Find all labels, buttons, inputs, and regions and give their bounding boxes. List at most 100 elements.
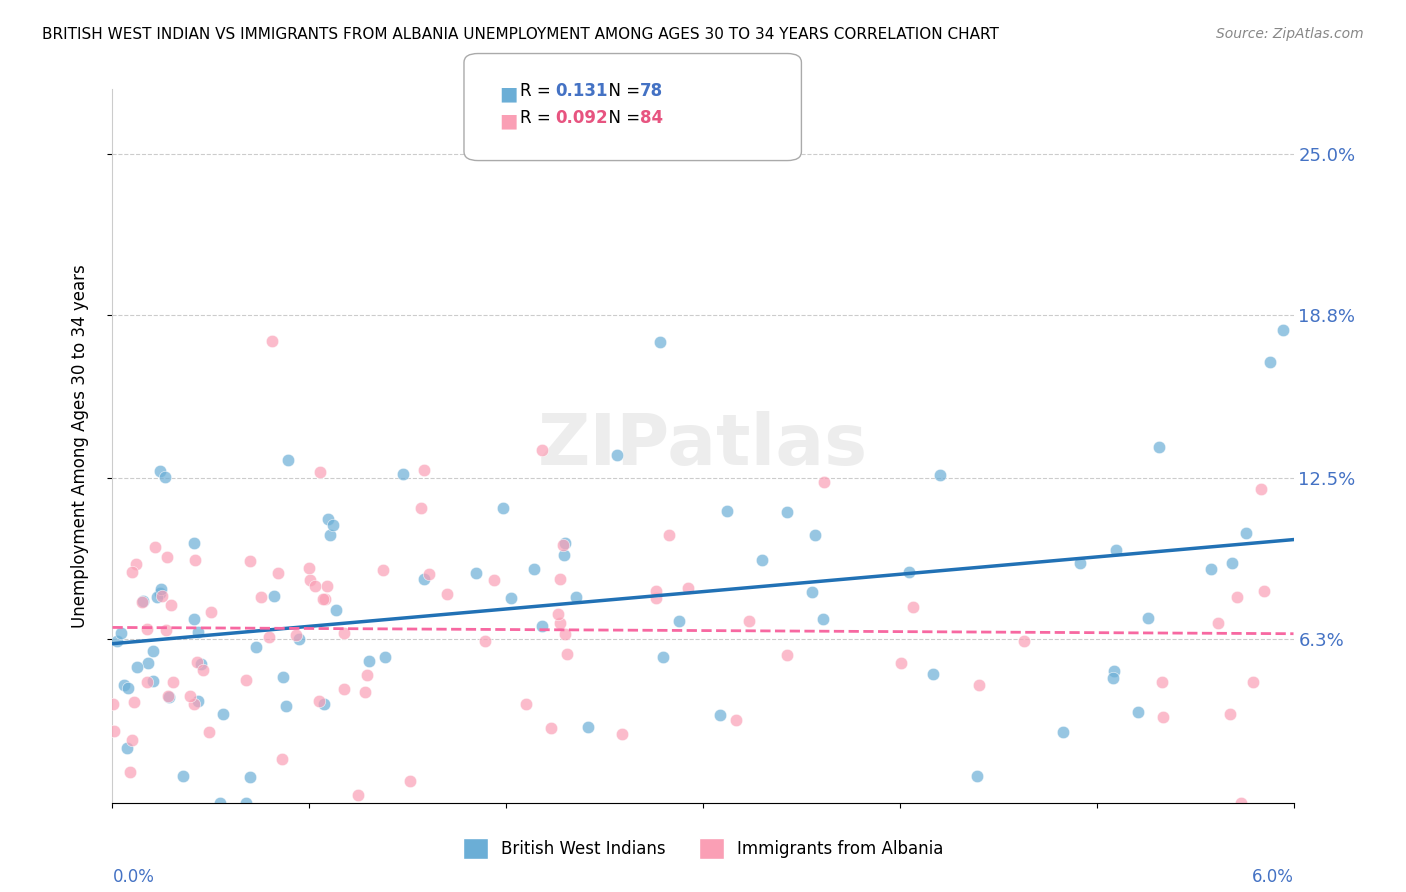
Point <box>153 470 176 484</box>
Point <box>551 537 574 551</box>
Point <box>121 565 143 579</box>
Point <box>298 561 321 575</box>
Point <box>333 681 356 696</box>
Point <box>152 589 174 603</box>
Point <box>304 579 326 593</box>
Point <box>136 656 159 670</box>
Point <box>482 574 505 588</box>
Point <box>260 334 283 348</box>
Point <box>187 694 209 708</box>
Point <box>1199 562 1222 576</box>
Point <box>1220 556 1243 570</box>
Text: 0.131: 0.131 <box>555 82 607 100</box>
Point <box>267 566 290 581</box>
Point <box>554 627 576 641</box>
Point <box>103 723 125 738</box>
Point <box>644 591 666 605</box>
Point <box>1102 672 1125 686</box>
Point <box>235 673 257 687</box>
Point <box>716 504 738 518</box>
Text: R =: R = <box>520 82 557 100</box>
Point <box>1206 615 1229 630</box>
Point <box>499 591 522 605</box>
Point <box>412 572 434 586</box>
Point <box>436 587 458 601</box>
Point <box>121 732 143 747</box>
Text: Source: ZipAtlas.com: Source: ZipAtlas.com <box>1216 27 1364 41</box>
Point <box>550 572 572 586</box>
Point <box>271 670 294 684</box>
Text: 0.092: 0.092 <box>555 109 607 127</box>
Point <box>157 690 180 705</box>
Point <box>172 769 194 783</box>
Point <box>162 674 184 689</box>
Point <box>1272 323 1295 337</box>
Point <box>155 624 177 638</box>
Point <box>1152 710 1174 724</box>
Point <box>357 654 380 668</box>
Point <box>668 614 690 628</box>
Point <box>371 563 394 577</box>
Point <box>125 557 148 571</box>
Point <box>1226 591 1249 605</box>
Point <box>190 657 212 671</box>
Point <box>966 769 988 783</box>
Point <box>1105 542 1128 557</box>
Point <box>547 607 569 621</box>
Point <box>191 663 214 677</box>
Point <box>238 770 260 784</box>
Text: 84: 84 <box>640 109 662 127</box>
Point <box>606 448 628 462</box>
Point <box>179 689 201 703</box>
Point <box>1250 483 1272 497</box>
Point <box>553 548 575 562</box>
Point <box>530 442 553 457</box>
Point <box>105 634 128 648</box>
Text: R =: R = <box>520 109 557 127</box>
Point <box>149 586 172 600</box>
Point <box>183 536 205 550</box>
Point <box>257 631 280 645</box>
Point <box>250 590 273 604</box>
Text: ZIPatlas: ZIPatlas <box>538 411 868 481</box>
Point <box>678 582 700 596</box>
Point <box>922 667 945 681</box>
Point <box>141 644 163 658</box>
Point <box>1229 796 1251 810</box>
Point <box>555 647 578 661</box>
Point <box>813 612 835 626</box>
Point <box>122 695 145 709</box>
Point <box>197 725 219 739</box>
Point <box>548 615 571 630</box>
Point <box>515 697 537 711</box>
Point <box>316 511 339 525</box>
Point <box>346 788 368 802</box>
Point <box>650 335 672 350</box>
Point <box>411 500 433 515</box>
Point <box>1258 355 1281 369</box>
Text: 78: 78 <box>640 82 662 100</box>
Point <box>418 567 440 582</box>
Point <box>235 796 257 810</box>
Point <box>1069 556 1091 570</box>
Point <box>245 640 267 655</box>
Point <box>399 773 422 788</box>
Text: N =: N = <box>598 82 645 100</box>
Point <box>1150 675 1173 690</box>
Point <box>651 649 673 664</box>
Point <box>132 594 155 608</box>
Point <box>474 634 496 648</box>
Point <box>314 591 336 606</box>
Point <box>136 675 159 690</box>
Point <box>897 565 920 579</box>
Text: 6.0%: 6.0% <box>1251 868 1294 886</box>
Point <box>464 566 486 581</box>
Point <box>156 689 179 703</box>
Point <box>901 599 924 614</box>
Point <box>186 655 208 669</box>
Point <box>1012 634 1035 648</box>
Point <box>312 592 335 607</box>
Point <box>1234 525 1257 540</box>
Point <box>929 468 952 483</box>
Point <box>141 674 163 689</box>
